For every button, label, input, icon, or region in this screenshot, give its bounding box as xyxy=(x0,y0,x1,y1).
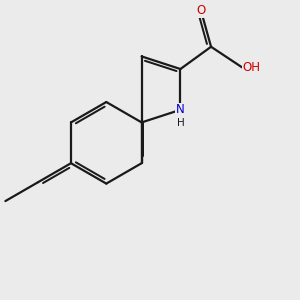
Text: O: O xyxy=(196,4,206,17)
Text: H: H xyxy=(176,118,184,128)
Text: N: N xyxy=(176,103,185,116)
Text: OH: OH xyxy=(243,61,261,74)
